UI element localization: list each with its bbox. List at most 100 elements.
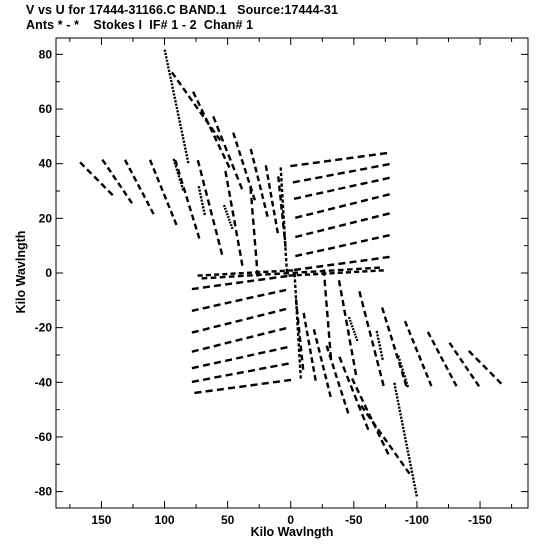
uv-point bbox=[238, 182, 244, 190]
uv-point bbox=[230, 163, 236, 171]
uv-point bbox=[224, 170, 228, 178]
uv-point bbox=[306, 212, 314, 217]
uv-point bbox=[232, 132, 237, 139]
uv-point bbox=[305, 330, 309, 337]
uv-point bbox=[313, 374, 317, 381]
uv-point bbox=[178, 178, 182, 181]
x-tick-label: 0 bbox=[287, 513, 294, 527]
uv-point bbox=[284, 378, 292, 382]
uv-point bbox=[247, 353, 255, 358]
uv-point bbox=[311, 365, 316, 372]
uv-point bbox=[302, 312, 306, 319]
uv-point bbox=[182, 87, 188, 94]
uv-point bbox=[278, 185, 281, 192]
uv-point bbox=[270, 364, 278, 369]
uv-point bbox=[173, 96, 177, 100]
uv-point bbox=[217, 143, 222, 151]
chart-subtitle: Ants * - * Stokes I IF# 1 - 2 Chan# 1 bbox=[26, 18, 254, 32]
uv-point bbox=[215, 134, 222, 141]
uv-point bbox=[378, 369, 383, 377]
uv-point bbox=[379, 151, 388, 156]
uv-point bbox=[231, 210, 235, 217]
uv-point bbox=[407, 329, 412, 336]
uv-point bbox=[435, 347, 441, 354]
y-tick-label: -40 bbox=[35, 375, 53, 389]
uv-point bbox=[327, 263, 335, 267]
uv-point bbox=[252, 228, 256, 236]
uv-point bbox=[380, 439, 386, 447]
uv-point bbox=[364, 423, 370, 431]
uv-point bbox=[235, 355, 244, 360]
uv-point bbox=[225, 373, 233, 377]
uv-point bbox=[258, 366, 267, 371]
uv-point bbox=[337, 171, 345, 176]
uv-point bbox=[247, 279, 255, 283]
uv-point bbox=[257, 313, 265, 318]
uv-point bbox=[269, 191, 273, 198]
uv-point bbox=[176, 168, 181, 176]
uv-point bbox=[235, 298, 243, 303]
uv-point bbox=[123, 159, 129, 166]
y-tick-label: 20 bbox=[39, 211, 53, 225]
uv-point bbox=[360, 258, 368, 263]
uv-point bbox=[272, 380, 281, 384]
uv-point bbox=[222, 204, 226, 208]
uv-point bbox=[257, 293, 265, 298]
uv-point bbox=[363, 404, 369, 411]
uv-point bbox=[235, 337, 243, 342]
uv-point bbox=[230, 226, 234, 230]
uv-point bbox=[382, 193, 390, 198]
uv-point bbox=[279, 327, 287, 332]
uv-point bbox=[275, 227, 279, 234]
uv-point bbox=[295, 234, 303, 239]
uv-point bbox=[347, 316, 351, 320]
uv-point bbox=[397, 361, 402, 369]
uv-point bbox=[395, 352, 400, 360]
uv-point bbox=[182, 186, 187, 194]
uv-point bbox=[191, 308, 199, 312]
uv-point bbox=[279, 288, 287, 293]
uv-point bbox=[224, 210, 228, 213]
uv-point bbox=[316, 264, 324, 269]
uv-point bbox=[293, 196, 302, 200]
uv-point bbox=[305, 266, 313, 270]
uv-point bbox=[196, 99, 201, 107]
uv-point bbox=[148, 159, 154, 166]
uv-point bbox=[262, 202, 267, 209]
uv-point bbox=[377, 428, 383, 435]
uv-point bbox=[357, 404, 362, 411]
uv-point bbox=[204, 117, 210, 125]
uv-point bbox=[338, 356, 343, 364]
uv-point bbox=[268, 310, 276, 315]
uv-point bbox=[155, 176, 161, 183]
uv-point bbox=[269, 276, 277, 280]
uv-point bbox=[267, 182, 272, 189]
plot-frame bbox=[55, 37, 529, 509]
uv-point bbox=[329, 351, 333, 359]
uv-point bbox=[254, 166, 258, 173]
uv-point bbox=[371, 165, 379, 169]
uv-point bbox=[325, 382, 330, 389]
uv-point bbox=[444, 364, 449, 371]
uv-point bbox=[336, 380, 341, 388]
uv-point bbox=[382, 436, 389, 443]
uv-point bbox=[382, 212, 390, 217]
uv-point bbox=[439, 355, 445, 363]
uv-point bbox=[281, 362, 289, 367]
uv-point bbox=[323, 373, 328, 380]
uv-point bbox=[337, 280, 342, 287]
uv-point bbox=[246, 316, 254, 321]
uv-point bbox=[159, 185, 164, 192]
y-tick-label: -20 bbox=[35, 321, 53, 335]
uv-point bbox=[326, 173, 334, 178]
uv-point bbox=[197, 185, 201, 189]
uv-point bbox=[205, 389, 213, 393]
uv-point bbox=[106, 166, 112, 173]
uv-point bbox=[247, 368, 256, 373]
uv-point bbox=[190, 214, 195, 221]
uv-point bbox=[234, 173, 240, 181]
uv-point bbox=[421, 363, 426, 370]
uv-point bbox=[459, 357, 465, 364]
uv-point bbox=[360, 238, 368, 243]
uv-point bbox=[401, 426, 405, 430]
